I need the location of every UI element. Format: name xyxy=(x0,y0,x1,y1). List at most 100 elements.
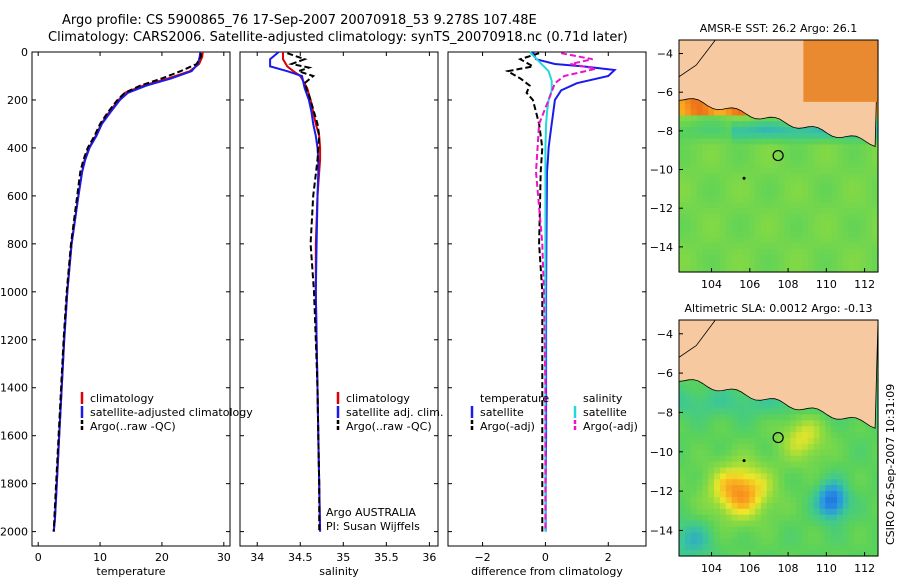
sla-map-cell xyxy=(749,455,756,463)
sla-map-cell xyxy=(725,497,733,504)
sst-map-cell xyxy=(702,150,709,157)
sla-map-cell xyxy=(731,502,739,510)
sst-map-cell xyxy=(702,237,709,244)
sst-map-cell xyxy=(737,185,744,192)
sla-map-cell xyxy=(807,508,815,516)
diff-legend-temp-argo-label: Argo(-adj) xyxy=(480,420,535,433)
sst-map-cell xyxy=(749,144,756,151)
sst-map-cell xyxy=(831,254,838,261)
sst-map-cell xyxy=(813,266,821,273)
sst-map-cell xyxy=(778,161,785,169)
sst-map-cell xyxy=(690,254,698,261)
difference-xtick-label: 0 xyxy=(542,551,549,564)
sla-map-cell xyxy=(872,544,879,551)
temperature-xtick-label: 30 xyxy=(217,551,231,564)
sst-map-cell xyxy=(825,167,832,174)
sst-map-cell xyxy=(813,127,821,134)
sla-map-cell xyxy=(679,443,686,451)
sst-map-cell xyxy=(860,266,867,273)
sla-map-cell xyxy=(848,502,856,510)
sla-map-cell xyxy=(801,408,809,415)
sst-map-cell xyxy=(872,248,879,256)
sst-map-cell xyxy=(819,156,826,163)
sla-map-cell xyxy=(749,479,756,486)
sst-map-cell xyxy=(854,208,862,215)
sla-map-cell xyxy=(813,502,821,510)
sst-map-cell xyxy=(720,243,727,250)
sla-map-cell xyxy=(848,467,856,474)
sla-map-cell xyxy=(790,426,797,433)
sst-map-cell xyxy=(790,156,797,163)
sla-map-cell xyxy=(743,520,750,528)
sst-map-cell xyxy=(702,109,709,116)
sla-map-cell xyxy=(690,390,698,398)
sla-map-cell xyxy=(872,467,879,474)
sla-map-cell xyxy=(848,508,856,516)
sla-map-cell xyxy=(679,461,686,469)
sst-map-cell xyxy=(866,260,873,267)
sla-map-cell xyxy=(837,455,844,463)
sst-map-cell xyxy=(690,144,698,151)
sla-map-cell xyxy=(731,449,739,457)
sst-map-cell xyxy=(708,237,715,244)
sst-map-cell xyxy=(813,167,821,174)
sst-map-cell xyxy=(819,266,826,273)
sst-map-cell xyxy=(807,179,815,186)
sst-map-ytick-label: −4 xyxy=(657,48,673,61)
sst-map-cell xyxy=(725,196,733,203)
sst-map-cell xyxy=(872,202,879,209)
sst-map-cell xyxy=(720,196,727,203)
sst-map-cell xyxy=(801,248,809,256)
sst-map-cell xyxy=(708,260,715,267)
sla-map-cell xyxy=(772,408,780,415)
sla-map-cell xyxy=(778,550,785,557)
sla-map-cell xyxy=(720,449,727,457)
sst-map-cell xyxy=(760,231,768,238)
sla-map-cell xyxy=(737,538,744,545)
sla-map-cell xyxy=(766,461,774,469)
sla-map-cell xyxy=(784,532,791,539)
sst-map-cell xyxy=(790,179,797,186)
sla-map-cell xyxy=(854,467,862,474)
sla-map-cell xyxy=(831,479,838,486)
sla-map-cell xyxy=(684,538,692,545)
sla-map-cell xyxy=(790,508,797,516)
sla-map-cell xyxy=(866,485,873,492)
sla-map-cell xyxy=(772,402,780,410)
sst-map-cell xyxy=(679,219,686,227)
sst-map-cell xyxy=(848,225,856,232)
sla-map-cell xyxy=(679,414,686,421)
sla-map-cell xyxy=(860,449,867,457)
sla-map-cell xyxy=(796,443,803,451)
sst-map-cell xyxy=(860,179,867,186)
sst-map-cell xyxy=(731,132,739,140)
sst-map-cell xyxy=(866,254,873,261)
sla-map-cell xyxy=(743,491,750,498)
sst-map-cell xyxy=(755,179,762,186)
sla-map-cell xyxy=(778,508,785,516)
sla-map-cell xyxy=(825,467,832,474)
sst-map-cell xyxy=(860,167,867,174)
sst-map-cell xyxy=(708,121,715,128)
sla-map-cell xyxy=(807,532,815,539)
sla-map-cell xyxy=(714,461,721,469)
sla-map-cell xyxy=(807,408,815,415)
sla-map-cell xyxy=(784,432,791,439)
sst-map-cell xyxy=(796,225,803,232)
sla-map-cell xyxy=(743,526,750,533)
sst-map-cell xyxy=(819,202,826,209)
sst-map-cell xyxy=(784,208,791,215)
sla-map-cell xyxy=(714,508,721,516)
sla-map-cell xyxy=(749,461,756,469)
sst-map-cell xyxy=(749,237,756,244)
sla-map-cell xyxy=(837,514,844,522)
sst-map-cell xyxy=(807,167,815,174)
sla-map-cell xyxy=(831,455,838,463)
sst-map-cell xyxy=(725,138,733,145)
sst-map-cell xyxy=(766,185,774,192)
sla-map-cell xyxy=(807,432,815,439)
sst-map-cell xyxy=(801,185,809,192)
sst-map-cell xyxy=(725,243,733,250)
sla-map-cell xyxy=(801,550,809,557)
sla-map-cell xyxy=(731,497,739,504)
